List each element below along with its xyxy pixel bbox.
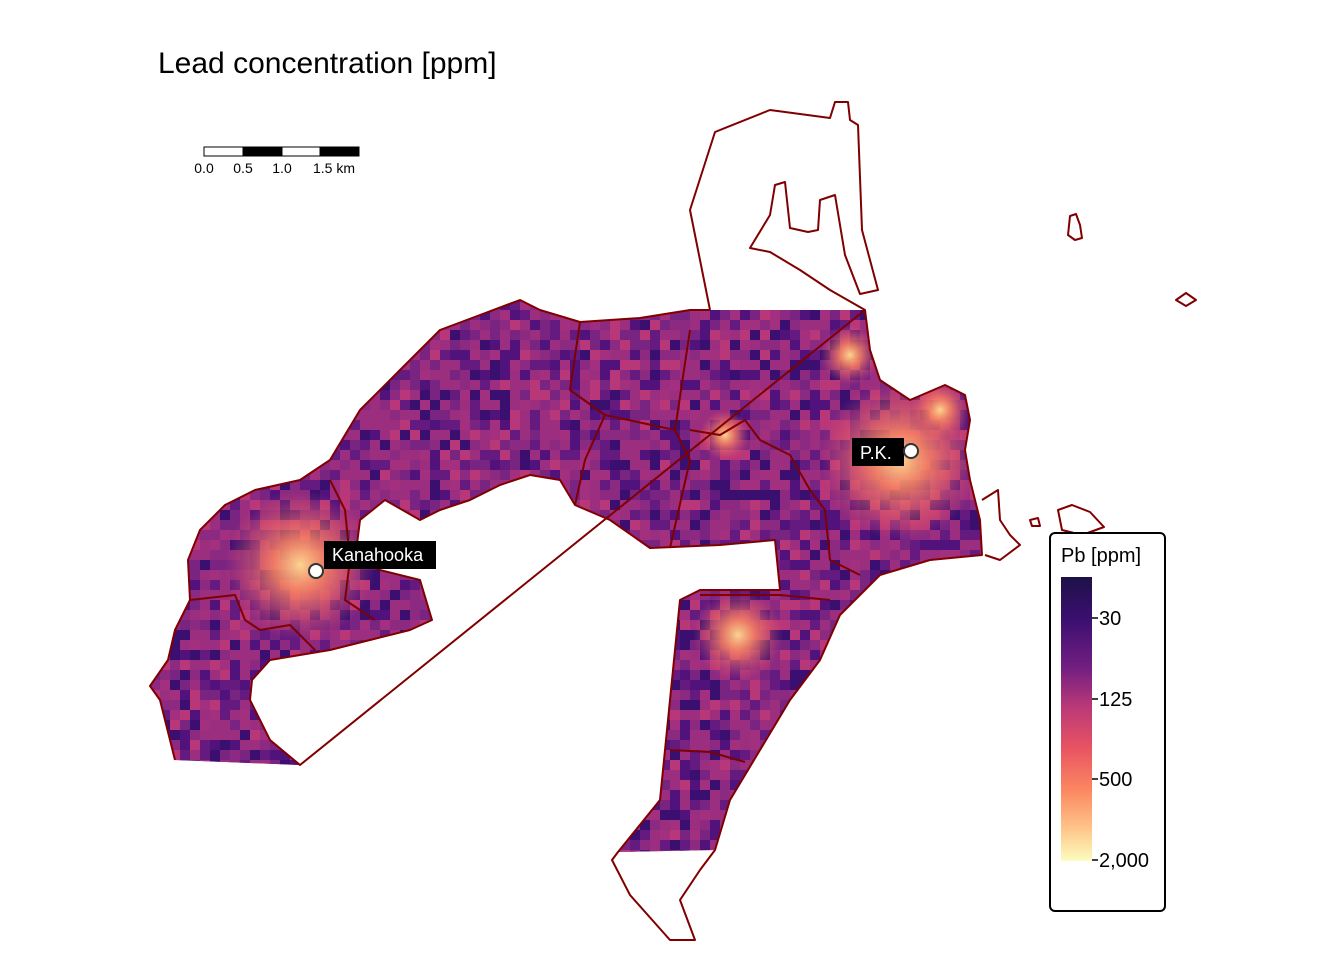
island-4 bbox=[1029, 517, 1041, 527]
legend-tick-30: 30 bbox=[1099, 608, 1121, 630]
northern-boundary bbox=[689, 101, 879, 311]
hotspot-east bbox=[910, 380, 970, 440]
coast-inlet bbox=[981, 489, 1021, 561]
island-1 bbox=[1067, 213, 1083, 241]
legend: Pb [ppm] 30 125 500 2,000 bbox=[1049, 532, 1166, 912]
place-label-pk: P.K. bbox=[860, 443, 892, 463]
hotspot-kanahooka bbox=[225, 490, 375, 640]
scale-label-2: 1.0 bbox=[272, 160, 292, 176]
place-label-bg bbox=[852, 438, 904, 466]
scale-bar: 0.0 0.5 1.0 1.5 km bbox=[194, 146, 360, 176]
scale-label-3: 1.5 km bbox=[313, 160, 355, 176]
place-pk: P.K. bbox=[852, 438, 919, 466]
hotspot-central bbox=[693, 590, 783, 680]
scale-label-1: 0.5 bbox=[233, 160, 253, 176]
legend-tick-2000: 2,000 bbox=[1099, 850, 1149, 872]
place-marker-pk bbox=[903, 443, 919, 459]
internal-boundary-4 bbox=[689, 419, 861, 576]
legend-tick-500: 500 bbox=[1099, 769, 1132, 791]
island-2 bbox=[1175, 292, 1197, 307]
place-label-kanahooka: Kanahooka bbox=[332, 545, 424, 565]
internal-boundary-6 bbox=[189, 594, 316, 651]
island-3 bbox=[1057, 504, 1105, 536]
district-boundaries bbox=[149, 101, 1197, 941]
internal-boundary-3 bbox=[669, 429, 691, 549]
hotspot-north bbox=[820, 325, 880, 385]
internal-boundary-8 bbox=[669, 749, 746, 763]
internal-boundary-7 bbox=[700, 594, 831, 601]
map-title: Lead concentration [ppm] bbox=[158, 47, 497, 80]
legend-title: Pb [ppm] bbox=[1061, 545, 1141, 567]
place-marker-kanahooka bbox=[308, 563, 324, 579]
place-label-bg bbox=[324, 541, 436, 569]
concentration-raster bbox=[150, 300, 982, 852]
scale-label-0: 0.0 bbox=[194, 160, 214, 176]
legend-colorbar bbox=[1061, 577, 1092, 861]
land-boundary bbox=[149, 299, 983, 941]
hotspot-mid bbox=[700, 410, 750, 460]
place-kanahooka: Kanahooka bbox=[308, 541, 436, 579]
legend-tick-125: 125 bbox=[1099, 689, 1132, 711]
